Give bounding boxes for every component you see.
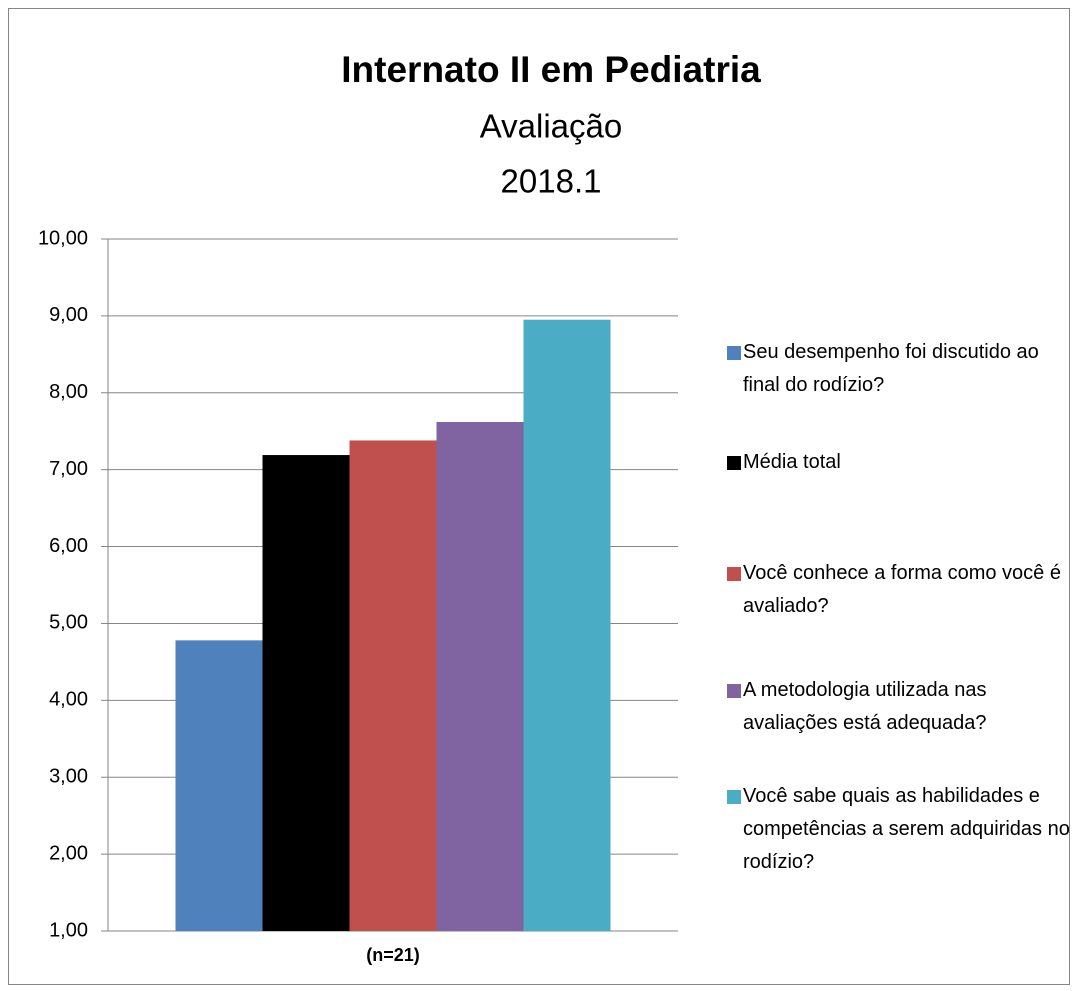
y-tick-label: 1,00 bbox=[49, 919, 88, 941]
legend-item: Você conhece a forma como você é avaliad… bbox=[723, 557, 1073, 623]
y-tick-label: 5,00 bbox=[49, 612, 88, 634]
chart-title: Internato II em Pediatria bbox=[341, 49, 761, 90]
legend-item: Você sabe quais as habilidades e competê… bbox=[723, 780, 1073, 879]
legend-label: Você conhece a forma como você é avaliad… bbox=[743, 562, 1061, 617]
legend-swatch bbox=[727, 567, 741, 581]
legend-label: Média total bbox=[743, 451, 841, 473]
y-tick-label: 3,00 bbox=[49, 766, 88, 788]
legend-swatch bbox=[727, 456, 741, 470]
y-tick-label: 9,00 bbox=[49, 304, 88, 326]
legend-label: Você sabe quais as habilidades e competê… bbox=[743, 785, 1070, 873]
bar bbox=[436, 421, 524, 931]
y-tick-label: 4,00 bbox=[49, 689, 88, 711]
y-tick-label: 2,00 bbox=[49, 842, 88, 864]
y-tick-label: 8,00 bbox=[49, 381, 88, 403]
legend-item: Média total bbox=[723, 446, 1073, 479]
bar bbox=[523, 319, 611, 931]
y-tick-label: 6,00 bbox=[49, 535, 88, 557]
legend-swatch bbox=[727, 684, 741, 698]
legend-label: Seu desempenho foi discutido ao final do… bbox=[743, 341, 1039, 396]
chart-subtitle: 2018.1 bbox=[501, 163, 602, 200]
bar bbox=[349, 440, 437, 931]
y-tick-label: 10,00 bbox=[38, 227, 88, 249]
bar bbox=[175, 640, 263, 931]
legend-swatch bbox=[727, 790, 741, 804]
x-tick-label: (n=21) bbox=[366, 945, 420, 965]
chart-subtitle: Avaliação bbox=[480, 108, 623, 145]
legend-item: A metodologia utilizada nas avaliações e… bbox=[723, 674, 1073, 740]
legend-swatch bbox=[727, 346, 741, 360]
legend-item: Seu desempenho foi discutido ao final do… bbox=[723, 336, 1073, 402]
legend-label: A metodologia utilizada nas avaliações e… bbox=[743, 679, 987, 734]
bar bbox=[262, 455, 350, 931]
y-tick-label: 7,00 bbox=[49, 458, 88, 480]
